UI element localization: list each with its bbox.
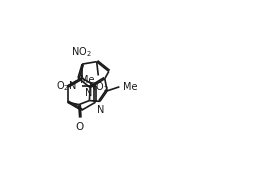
- Text: NO$_2$: NO$_2$: [71, 46, 92, 59]
- Text: N: N: [97, 105, 105, 115]
- Text: N: N: [85, 88, 92, 98]
- Text: Me: Me: [123, 82, 137, 92]
- Text: NO$_2$: NO$_2$: [88, 80, 109, 94]
- Text: O$_2$N: O$_2$N: [56, 79, 77, 93]
- Text: Me: Me: [80, 75, 94, 85]
- Text: O: O: [76, 122, 84, 132]
